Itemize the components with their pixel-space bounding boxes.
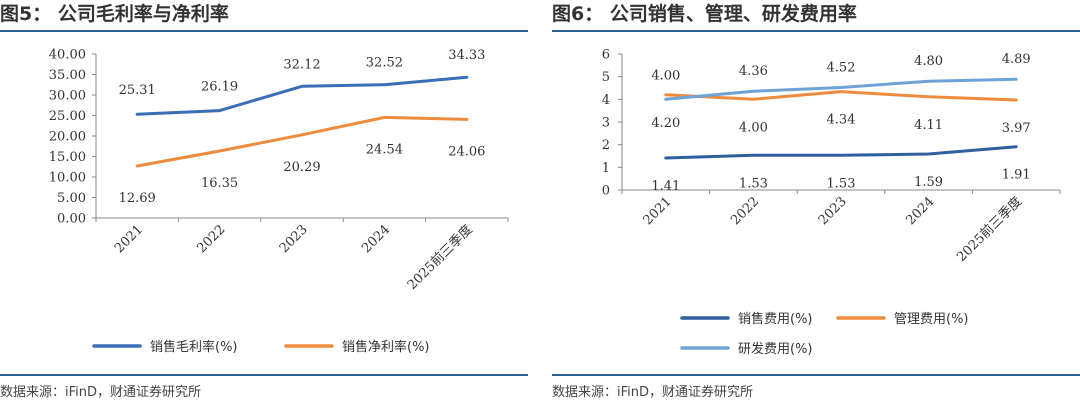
y-tick-label: 25.00 [49, 109, 86, 124]
data-label: 1.53 [739, 176, 768, 191]
x-tick-label: 2022 [194, 222, 228, 256]
figure-5-source: 数据来源：iFinD，财通证券研究所 [0, 385, 202, 400]
x-tick-label: 2021 [641, 194, 675, 228]
y-tick-label: 40.00 [49, 48, 86, 63]
x-tick-label: 2025前三季度 [954, 194, 1025, 265]
expense-ratio-line-chart: 0 1 2 3 4 5 6 2021 2022 2023 2024 2025前三季度 1.41 1.53 1… [602, 48, 1061, 357]
data-label: 1.53 [827, 176, 856, 191]
data-label: 25.31 [119, 83, 156, 98]
data-label: 4.52 [827, 61, 856, 76]
y-tick-label: 30.00 [49, 89, 86, 104]
figure-6-source: 数据来源：iFinD，财通证券研究所 [552, 385, 754, 400]
legend-label-2: 研发费用(%) [738, 341, 813, 357]
legend-label-0: 销售费用(%) [738, 311, 813, 327]
figure-6-title: 图6： 公司销售、管理、研发费用率 [552, 3, 857, 25]
x-tick-label: 2021 [112, 222, 146, 256]
data-label: 4.20 [651, 116, 680, 131]
y-tick-label: 3 [602, 116, 610, 131]
data-label: 32.12 [283, 57, 320, 72]
y-tick-label: 5 [602, 70, 610, 85]
y-tick-label: 6 [602, 48, 610, 63]
data-label: 3.97 [1002, 121, 1031, 136]
y-tick-label: 10.00 [49, 171, 86, 186]
figure-5-panel: 图5： 公司毛利率与净利率 0.00 5.00 10.00 15.00 20.00 25.… [0, 0, 528, 403]
data-label: 12.69 [119, 191, 156, 206]
figure-5-top-rule [0, 30, 528, 32]
data-label: 4.11 [914, 118, 943, 133]
y-tick-label: 35.00 [49, 68, 86, 83]
y-tick-label: 20.00 [49, 130, 86, 145]
margin-line-chart: 0.00 5.00 10.00 15.00 20.00 25.00 30.00 35.00 40… [49, 48, 509, 355]
series-line-1 [664, 90, 1018, 102]
y-tick-label: 5.00 [57, 191, 86, 206]
figure-5-bottom-rule [0, 374, 528, 376]
data-label: 4.80 [914, 54, 943, 69]
figure-6-bottom-rule [552, 374, 1080, 376]
x-tick-label: 2025前三季度 [404, 222, 475, 293]
x-tick-label: 2023 [816, 194, 850, 228]
series-line-0 [664, 145, 1018, 160]
y-tick-label: 4 [602, 93, 610, 108]
y-tick-label: 0.00 [57, 212, 86, 227]
data-label: 24.54 [366, 142, 403, 157]
x-tick-label: 2024 [903, 194, 937, 228]
figure-6-panel: 图6： 公司销售、管理、研发费用率 0 1 2 3 4 5 6 2021 2022 2023 202… [552, 0, 1080, 403]
data-label: 24.06 [448, 144, 485, 159]
figure-6-top-rule [552, 30, 1080, 32]
y-tick-label: 1 [602, 161, 610, 176]
data-label: 1.91 [1002, 168, 1031, 183]
data-label: 1.59 [914, 175, 943, 190]
data-label: 26.19 [201, 80, 238, 95]
data-label: 4.00 [651, 68, 680, 83]
data-label: 4.34 [827, 113, 856, 128]
series-line-1 [135, 115, 469, 168]
x-tick-label: 2024 [359, 222, 393, 256]
data-label: 32.52 [366, 56, 403, 71]
x-tick-label: 2022 [728, 194, 762, 228]
series-line-0 [135, 75, 469, 116]
data-label: 4.36 [739, 64, 768, 79]
series-line-2 [664, 77, 1018, 101]
data-label: 1.41 [651, 179, 680, 194]
y-tick-label: 2 [602, 138, 610, 153]
legend-label-0: 销售毛利率(%) [150, 339, 238, 355]
figure-5-title: 图5： 公司毛利率与净利率 [0, 3, 229, 25]
y-tick-label: 15.00 [49, 150, 86, 165]
y-tick-label: 0 [602, 184, 610, 199]
data-label: 4.00 [739, 120, 768, 135]
legend-label-1: 销售净利率(%) [342, 339, 430, 355]
legend-label-1: 管理费用(%) [894, 312, 969, 327]
data-label: 16.35 [201, 176, 238, 191]
data-label: 34.33 [448, 48, 485, 63]
data-label: 4.89 [1002, 52, 1031, 67]
x-tick-label: 2023 [277, 222, 311, 256]
data-label: 20.29 [283, 160, 320, 175]
